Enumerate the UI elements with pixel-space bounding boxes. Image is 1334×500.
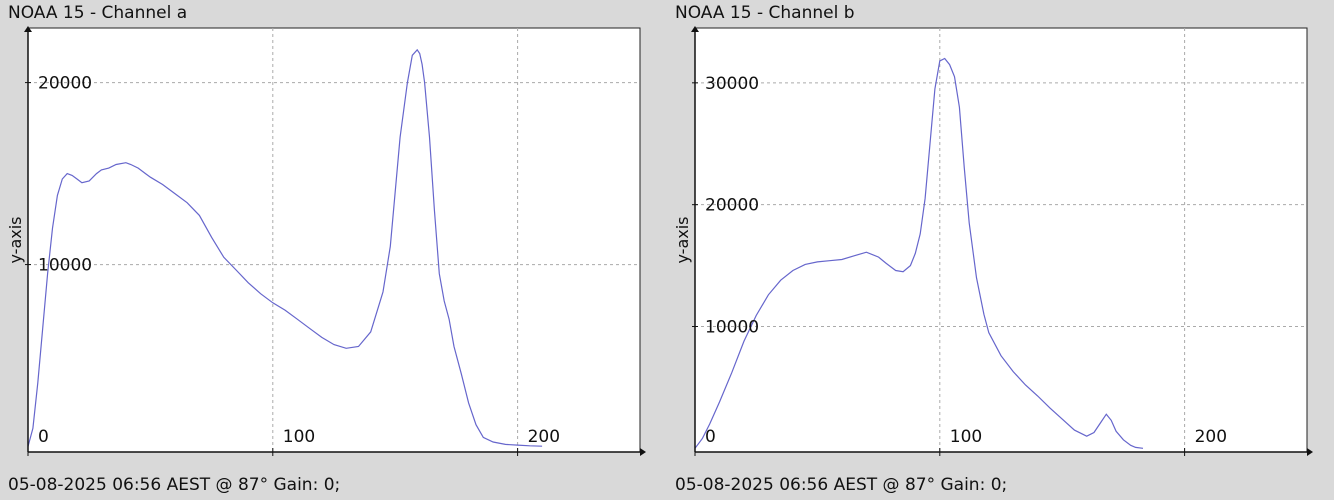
y-axis-label: y-axis xyxy=(673,216,692,263)
series-line xyxy=(27,48,543,447)
y-tick-label: 10000 xyxy=(38,256,92,276)
y-axis-arrow xyxy=(24,26,32,32)
plot-area xyxy=(694,27,1308,453)
chart-panel-channel-b: NOAA 15 - Channel b 0 100 200 10000 20000 300… xyxy=(667,0,1334,500)
chart-svg: 0 100 200 10000 20000 y-axis xyxy=(6,26,646,456)
y-tick-label: 20000 xyxy=(38,74,92,94)
series-line xyxy=(694,57,1144,449)
x-tick-label: 100 xyxy=(950,427,982,447)
y-tick-label: 20000 xyxy=(705,196,759,216)
chart-footer: 05-08-2025 06:56 AEST @ 87° Gain: 0; xyxy=(675,475,1008,495)
x-tick-label: 200 xyxy=(1195,427,1227,447)
x-axis-arrow xyxy=(1307,448,1313,456)
y-axis-label: y-axis xyxy=(6,216,25,263)
y-tick-label: 30000 xyxy=(705,74,759,94)
plot-area xyxy=(27,27,641,453)
chart-footer: 05-08-2025 06:56 AEST @ 87° Gain: 0; xyxy=(8,475,341,495)
x-axis-arrow xyxy=(640,448,646,456)
x-tick-label: 0 xyxy=(38,427,49,447)
x-tick-label: 200 xyxy=(528,427,560,447)
chart-title: NOAA 15 - Channel a xyxy=(8,3,188,23)
x-tick-label: 0 xyxy=(705,427,716,447)
y-axis-arrow xyxy=(691,26,699,32)
chart-panel-channel-a: NOAA 15 - Channel a 0 100 200 10000 20000 y-a… xyxy=(6,3,646,495)
chart-svg: 0 100 200 10000 20000 30000 y-axis xyxy=(673,26,1313,456)
chart-title: NOAA 15 - Channel b xyxy=(675,3,855,23)
x-tick-label: 100 xyxy=(283,427,315,447)
y-tick-label: 10000 xyxy=(705,318,759,338)
